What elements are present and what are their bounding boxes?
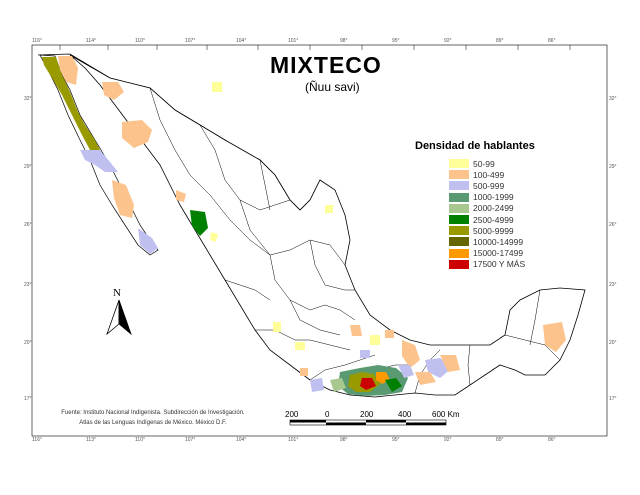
map-title: MIXTECO bbox=[270, 52, 382, 78]
density-areas bbox=[42, 56, 566, 396]
scale-label-5: 600 Km bbox=[432, 410, 460, 419]
legend-swatch bbox=[449, 259, 469, 269]
source-note: Fuente: Instituto Nacional Indigenista. … bbox=[38, 408, 268, 428]
right-tick-label: 20° bbox=[609, 340, 617, 346]
bottom-tick-label: 92° bbox=[444, 437, 452, 443]
legend-item: 2000-2499 bbox=[449, 203, 535, 214]
top-tick-label: 104° bbox=[236, 38, 247, 44]
bottom-tick-label: 107° bbox=[185, 437, 196, 443]
legend-swatch bbox=[449, 248, 469, 258]
left-tick-label: 32° bbox=[24, 96, 32, 102]
legend-label: 10000-14999 bbox=[473, 236, 524, 247]
scale-label-2: 0 bbox=[325, 410, 330, 419]
top-tick-label: 110° bbox=[135, 38, 145, 44]
legend-label: 17500 Y MÁS bbox=[473, 259, 526, 270]
legend-swatch bbox=[449, 203, 469, 213]
top-tick-label: 116° bbox=[32, 38, 42, 44]
left-tick-label: 23° bbox=[24, 282, 32, 288]
legend-label: 50-99 bbox=[473, 158, 495, 169]
top-tick-label: 114° bbox=[86, 38, 96, 44]
scale-bar bbox=[289, 419, 447, 426]
scale-label-3: 200 bbox=[360, 410, 374, 419]
legend-label: 500-999 bbox=[473, 180, 505, 191]
left-tick-label: 20° bbox=[24, 340, 32, 346]
bottom-tick-label: 95° bbox=[392, 437, 400, 443]
legend-item: 100-499 bbox=[449, 169, 535, 180]
right-tick-label: 17° bbox=[609, 396, 617, 402]
legend: Densidad de hablantes 50-99 100-499 500-99… bbox=[415, 140, 535, 270]
right-tick-label: 29° bbox=[609, 164, 617, 170]
mexico-mainland bbox=[69, 54, 586, 398]
bottom-tick-label: 101° bbox=[288, 437, 299, 443]
left-tick-label: 29° bbox=[24, 164, 32, 170]
map-subtitle: (Ñuu savi) bbox=[305, 80, 360, 94]
legend-swatch bbox=[449, 192, 469, 202]
legend-swatch bbox=[449, 215, 469, 225]
right-tick-label: 26° bbox=[609, 222, 617, 228]
bottom-tick-label: 104° bbox=[236, 437, 247, 443]
legend-label: 2500-4999 bbox=[473, 214, 514, 225]
legend-item: 5000-9999 bbox=[449, 225, 535, 236]
legend-item: 2500-4999 bbox=[449, 214, 535, 225]
legend-title: Densidad de hablantes bbox=[415, 140, 535, 152]
top-tick-label: 86° bbox=[548, 38, 556, 44]
top-tick-label: 95° bbox=[392, 38, 400, 44]
legend-swatch bbox=[449, 170, 469, 180]
map-frame bbox=[31, 44, 608, 437]
top-tick-label: 98° bbox=[340, 38, 348, 44]
graticule-ticks bbox=[59, 45, 571, 50]
legend-swatch bbox=[449, 226, 469, 236]
source-line-1: Fuente: Instituto Nacional Indigenista. … bbox=[61, 410, 245, 416]
top-tick-label: 101° bbox=[288, 38, 299, 44]
north-arrow bbox=[106, 299, 132, 336]
legend-swatch bbox=[449, 181, 469, 191]
top-tick-label: 92° bbox=[444, 38, 452, 44]
right-tick-label: 32° bbox=[609, 96, 617, 102]
legend-item: 17500 Y MÁS bbox=[449, 259, 535, 270]
legend-label: 100-499 bbox=[473, 169, 505, 180]
legend-item: 15000-17499 bbox=[449, 248, 535, 259]
scale-label-4: 400 bbox=[398, 410, 412, 419]
legend-item: 1000-1999 bbox=[449, 192, 535, 203]
left-tick-label: 26° bbox=[24, 222, 32, 228]
top-tick-label: 107° bbox=[185, 38, 196, 44]
top-tick-label: 89° bbox=[496, 38, 504, 44]
legend-item: 500-999 bbox=[449, 180, 535, 191]
bottom-tick-label: 116° bbox=[32, 437, 42, 443]
legend-label: 5000-9999 bbox=[473, 225, 514, 236]
legend-swatch bbox=[449, 237, 469, 247]
legend-label: 15000-17499 bbox=[473, 248, 524, 259]
bottom-tick-label: 98° bbox=[340, 437, 348, 443]
bottom-tick-label: 113° bbox=[86, 437, 96, 443]
left-tick-label: 17° bbox=[24, 396, 32, 402]
source-line-2: Atlas de las Lenguas Indígenas de México… bbox=[79, 420, 227, 426]
legend-item: 10000-14999 bbox=[449, 236, 535, 247]
right-tick-label: 23° bbox=[609, 282, 617, 288]
legend-item: 50-99 bbox=[449, 158, 535, 169]
bottom-tick-label: 86° bbox=[548, 437, 556, 443]
scale-label-1: 200 bbox=[285, 410, 299, 419]
legend-swatch bbox=[449, 159, 469, 169]
legend-label: 2000-2499 bbox=[473, 203, 514, 214]
legend-label: 1000-1999 bbox=[473, 192, 514, 203]
legend-rows: 50-99 100-499 500-999 1000-1999 2000-2499 250… bbox=[415, 158, 535, 270]
bottom-tick-label: 89° bbox=[496, 437, 504, 443]
north-label: N bbox=[113, 287, 121, 299]
bottom-tick-label: 110° bbox=[135, 437, 145, 443]
